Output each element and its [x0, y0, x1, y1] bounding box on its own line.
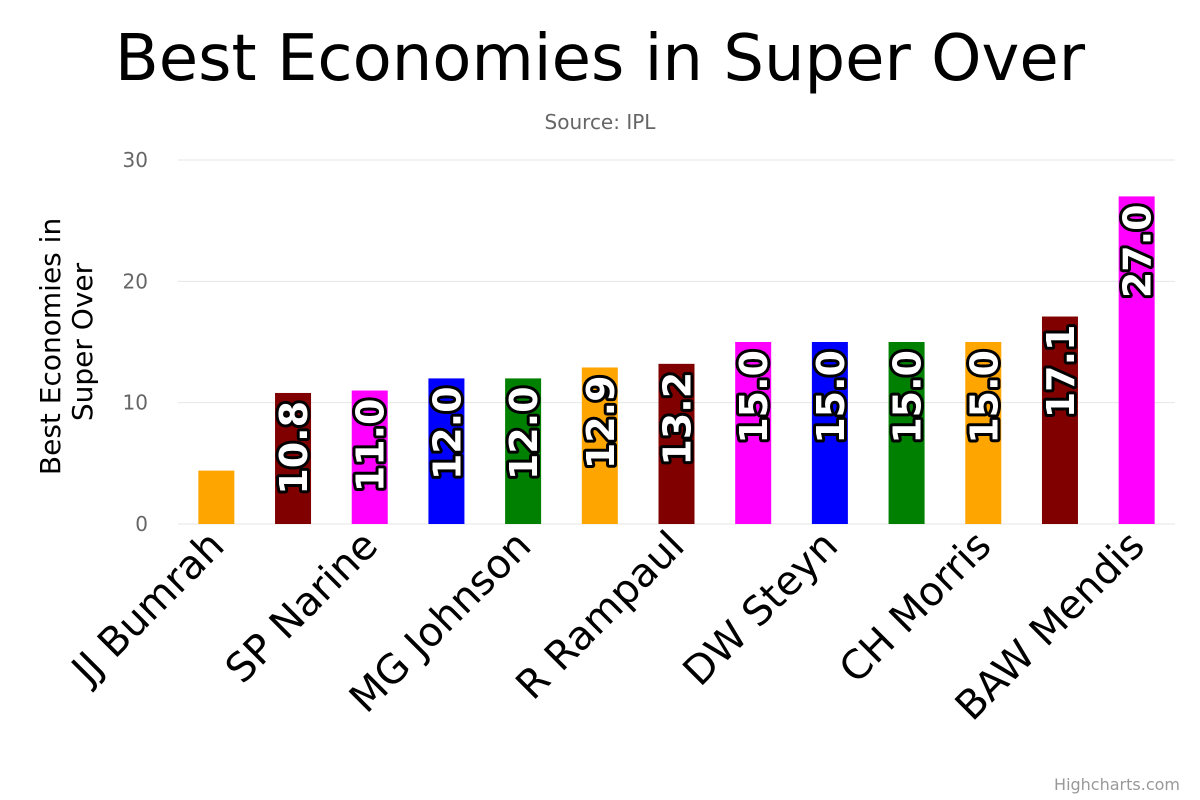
- data-labels: 10.8 11.0 12.0 12.0 12.9 13.2 15.0 15.0 15.0 15.0…: [269, 201, 1163, 497]
- bar[interactable]: [581, 367, 618, 524]
- bar[interactable]: [505, 378, 542, 524]
- y-tick-label: 0: [135, 512, 148, 536]
- y-axis-label-line-1: Best Economies in: [34, 218, 67, 475]
- bar[interactable]: [1041, 316, 1078, 524]
- bar[interactable]: [811, 342, 848, 524]
- bar[interactable]: [275, 392, 312, 524]
- bar[interactable]: [735, 342, 772, 524]
- data-label: 11.0: [349, 399, 393, 493]
- data-label: 27.0: [1116, 204, 1160, 298]
- bar[interactable]: [658, 363, 695, 524]
- data-label: 12.0: [425, 386, 469, 480]
- bar[interactable]: [888, 342, 925, 524]
- x-tick-label: DW Steyn: [675, 523, 847, 695]
- data-label: 17.1: [1039, 325, 1083, 419]
- data-label: 15.0: [962, 350, 1006, 444]
- credits-link[interactable]: Highcharts.com: [1054, 775, 1180, 794]
- bars: [198, 196, 1155, 524]
- data-label: 12.9: [579, 375, 623, 469]
- y-tick-label: 30: [123, 148, 148, 172]
- y-tick-label: 10: [123, 391, 148, 415]
- data-label: 10.8: [272, 401, 316, 495]
- y-tick-label: 20: [123, 269, 148, 293]
- bar[interactable]: [1118, 196, 1155, 524]
- chart-subtitle: Source: IPL: [544, 110, 656, 134]
- data-label: 15.0: [732, 350, 776, 444]
- bar[interactable]: [198, 470, 235, 524]
- y-tick-labels: 0 10 20 30: [123, 148, 148, 536]
- data-label: 12.0: [502, 386, 546, 480]
- data-label: 15.0: [809, 350, 853, 444]
- y-axis-label: Best Economies in Super Over: [34, 209, 99, 475]
- bar[interactable]: [351, 390, 388, 524]
- data-label: 13.2: [656, 372, 700, 466]
- bar[interactable]: [428, 378, 465, 524]
- y-axis-label-line-2: Super Over: [66, 262, 99, 421]
- chart-title: Best Economies in Super Over: [114, 22, 1086, 96]
- x-tick-label: CH Morris: [831, 523, 1001, 693]
- data-label: 15.0: [886, 350, 930, 444]
- x-tick-label: JJ Bumrah: [61, 523, 233, 695]
- x-tick-label: SP Narine: [217, 523, 387, 693]
- bar[interactable]: [965, 342, 1002, 524]
